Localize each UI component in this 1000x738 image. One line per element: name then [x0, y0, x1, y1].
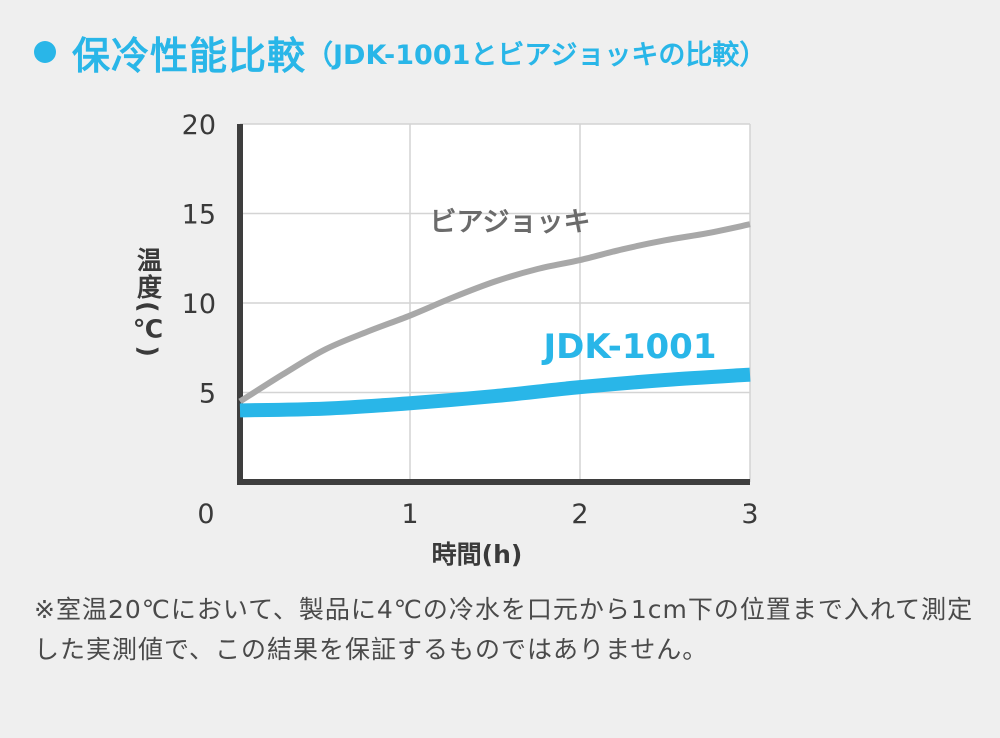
footnote: ※室温20℃において、製品に4℃の冷水を口元から1cm下の位置まで入れて測定した… — [34, 595, 974, 664]
line-chart: 5 10 15 20 0 1 2 3 時間(h) 温度(℃) ビアジョッキ JDK-1001 — [134, 110, 759, 569]
series-line — [238, 221, 751, 404]
chart-title-row: 保冷性能比較 （JDK-1001とビアジョッキの比較） — [34, 22, 766, 82]
x-tick-label: 1 — [401, 499, 418, 530]
bullet-dot-icon — [34, 41, 56, 63]
x-axis-label: 時間(h) — [432, 540, 523, 569]
x-tick-label: 0 — [197, 499, 214, 530]
y-tick-label: 5 — [199, 379, 216, 410]
series-line — [239, 367, 751, 418]
y-tick-label: 20 — [182, 110, 216, 141]
chart-subtitle: （JDK-1001とビアジョッキの比較） — [306, 39, 767, 71]
chart-title: 保冷性能比較 — [72, 33, 307, 78]
y-tick-label: 10 — [182, 289, 216, 320]
y-tick-label: 15 — [182, 200, 216, 231]
y-axis-label: 温度(℃) — [134, 247, 163, 359]
x-tick-label: 2 — [571, 499, 588, 530]
x-tick-label: 3 — [741, 499, 758, 530]
series-label: ビアジョッキ — [430, 207, 591, 238]
series-label: JDK-1001 — [541, 327, 716, 367]
